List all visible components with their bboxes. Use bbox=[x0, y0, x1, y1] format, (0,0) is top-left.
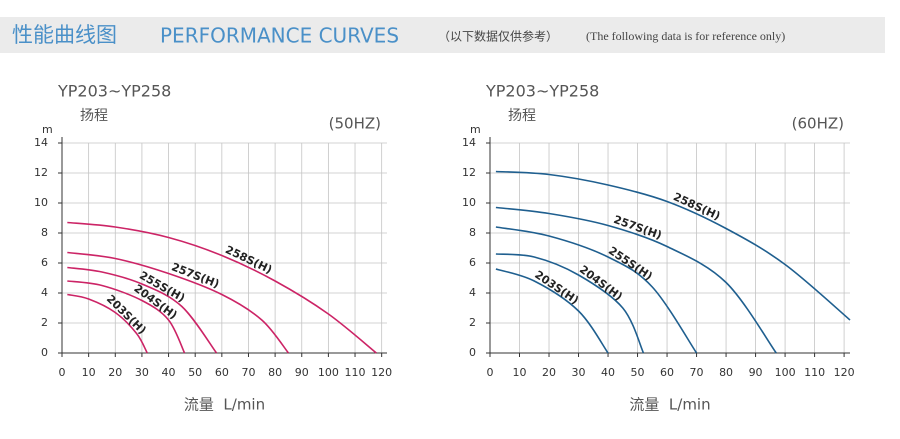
y-tick-label: 0 bbox=[469, 346, 476, 359]
x-label: 流量 L/min bbox=[184, 396, 265, 414]
header-title-en: PERFORMANCE CURVES bbox=[160, 24, 399, 48]
chart-title: YP203~YP258 bbox=[485, 82, 599, 101]
y-tick-label: 6 bbox=[469, 256, 476, 269]
curve-label: 204S(H) bbox=[577, 263, 625, 303]
header-note-en: (The following data is for reference onl… bbox=[586, 29, 785, 43]
x-tick-label: 40 bbox=[162, 366, 176, 379]
x-tick-label: 100 bbox=[318, 366, 339, 379]
x-tick-label: 80 bbox=[719, 366, 733, 379]
y-tick-label: 4 bbox=[41, 286, 48, 299]
curve bbox=[495, 226, 698, 354]
y-tick-label: 12 bbox=[34, 166, 48, 179]
x-tick-label: 80 bbox=[268, 366, 282, 379]
x-tick-label: 90 bbox=[295, 366, 309, 379]
y-tick-label: 10 bbox=[462, 196, 476, 209]
curve bbox=[67, 251, 290, 354]
x-tick-label: 30 bbox=[135, 366, 149, 379]
y-tick-label: 4 bbox=[469, 286, 476, 299]
curve-label: 255S(H) bbox=[606, 244, 655, 283]
curve bbox=[67, 293, 148, 354]
curve-label: 203S(H) bbox=[532, 268, 581, 307]
x-tick-label: 50 bbox=[188, 366, 202, 379]
annotation: (50HZ) bbox=[329, 115, 381, 133]
y-tick-label: 14 bbox=[462, 136, 476, 149]
curve bbox=[495, 206, 777, 354]
x-tick-label: 20 bbox=[542, 366, 556, 379]
curve bbox=[67, 221, 377, 354]
y-tick-label: 14 bbox=[34, 136, 48, 149]
header-note-cn: （以下数据仅供参考） bbox=[438, 29, 558, 44]
chart-title: YP203~YP258 bbox=[57, 82, 171, 101]
y-unit: m bbox=[470, 123, 481, 136]
x-tick-label: 10 bbox=[513, 366, 527, 379]
x-tick-label: 90 bbox=[749, 366, 763, 379]
header-title-cn: 性能曲线图 bbox=[12, 23, 117, 47]
y-tick-label: 0 bbox=[41, 346, 48, 359]
y-tick-label: 8 bbox=[469, 226, 476, 239]
x-tick-label: 110 bbox=[804, 366, 825, 379]
y-tick-label: 6 bbox=[41, 256, 48, 269]
curve bbox=[495, 268, 609, 354]
x-tick-label: 50 bbox=[631, 366, 645, 379]
y-tick-label: 2 bbox=[41, 316, 48, 329]
y-tick-label: 12 bbox=[462, 166, 476, 179]
curve bbox=[495, 170, 851, 321]
x-tick-label: 30 bbox=[572, 366, 586, 379]
curve bbox=[67, 266, 218, 354]
x-tick-label: 70 bbox=[690, 366, 704, 379]
x-tick-label: 100 bbox=[775, 366, 796, 379]
x-tick-label: 0 bbox=[59, 366, 66, 379]
curve bbox=[495, 253, 645, 354]
y-tick-label: 2 bbox=[469, 316, 476, 329]
x-tick-label: 110 bbox=[345, 366, 366, 379]
y-tick-label: 8 bbox=[41, 226, 48, 239]
annotation: (60HZ) bbox=[792, 115, 844, 133]
x-tick-label: 0 bbox=[487, 366, 494, 379]
x-label: 流量 L/min bbox=[629, 396, 710, 414]
x-tick-label: 20 bbox=[108, 366, 122, 379]
x-tick-label: 120 bbox=[834, 366, 855, 379]
x-tick-label: 70 bbox=[241, 366, 255, 379]
header-band bbox=[0, 17, 885, 53]
y-label: 扬程 bbox=[508, 108, 536, 124]
y-tick-label: 10 bbox=[34, 196, 48, 209]
curve bbox=[67, 280, 186, 354]
y-label: 扬程 bbox=[80, 108, 108, 124]
x-tick-label: 60 bbox=[215, 366, 229, 379]
x-tick-label: 10 bbox=[82, 366, 96, 379]
x-tick-label: 40 bbox=[601, 366, 615, 379]
x-tick-label: 120 bbox=[371, 366, 392, 379]
x-tick-label: 60 bbox=[660, 366, 674, 379]
y-unit: m bbox=[42, 123, 53, 136]
